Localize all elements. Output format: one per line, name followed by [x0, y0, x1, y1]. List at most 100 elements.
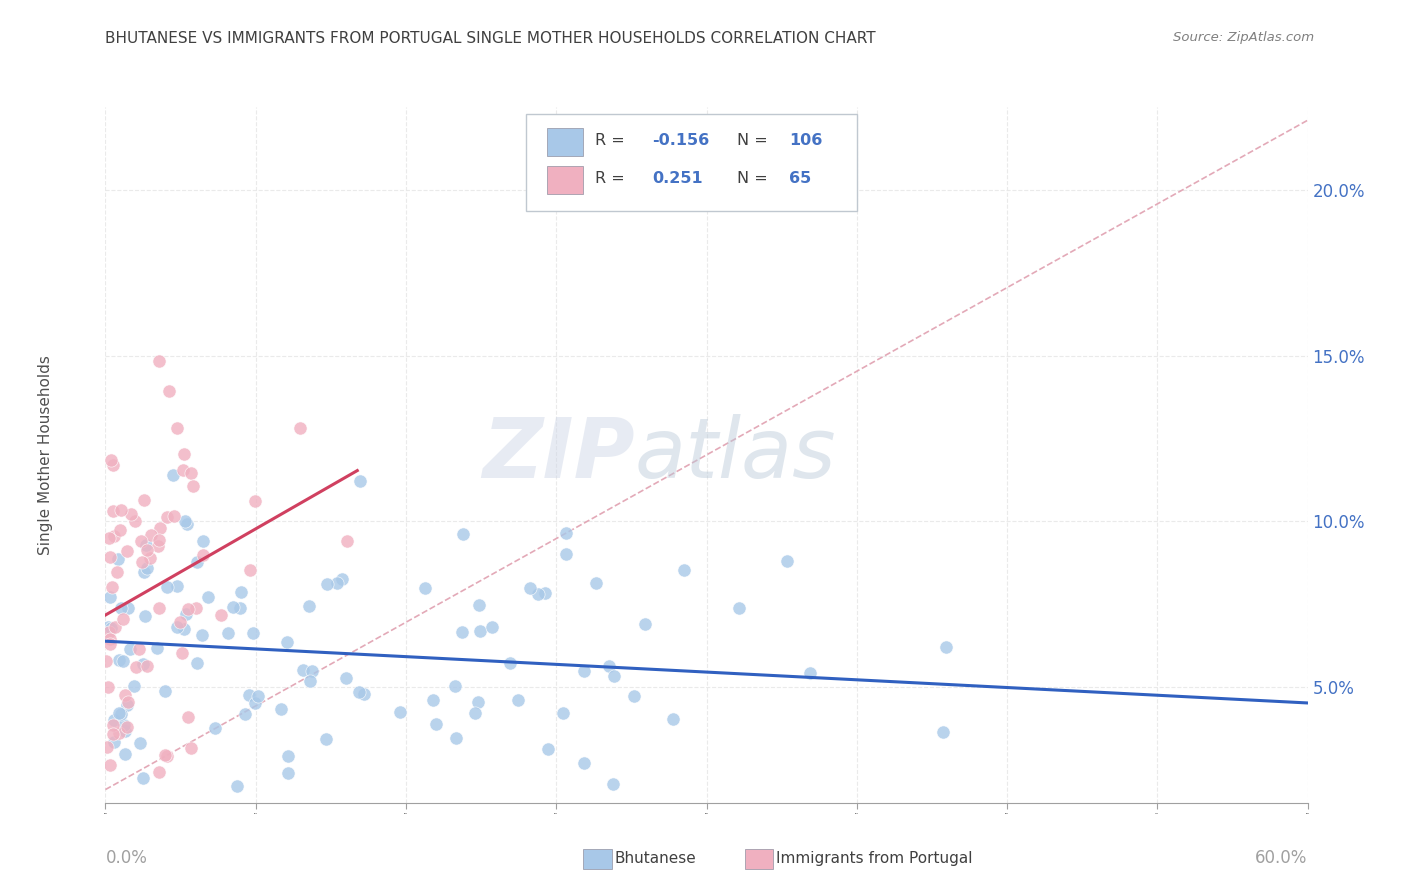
Point — [163, 508, 186, 523]
Point — [349, 474, 371, 488]
Point — [225, 779, 247, 793]
Point — [153, 683, 176, 698]
Text: 0.251: 0.251 — [652, 171, 703, 186]
FancyBboxPatch shape — [547, 166, 582, 194]
Point — [534, 586, 557, 600]
Point — [166, 620, 188, 634]
Text: Bhutanese: Bhutanese — [614, 851, 696, 865]
Point — [139, 528, 162, 542]
Point — [172, 463, 194, 477]
Point — [177, 602, 200, 616]
Point — [112, 654, 135, 668]
Text: N =: N = — [737, 171, 772, 186]
Point — [603, 669, 626, 683]
Point — [103, 529, 125, 543]
Point — [243, 696, 266, 710]
Point — [105, 565, 128, 579]
Point — [422, 692, 444, 706]
Point — [554, 526, 576, 541]
Point — [499, 656, 522, 670]
Point — [112, 718, 135, 732]
Point — [162, 467, 184, 482]
Point — [228, 601, 250, 615]
Point — [173, 447, 195, 461]
Point — [114, 747, 136, 761]
Point — [129, 534, 152, 549]
Point — [148, 539, 170, 553]
Point — [98, 757, 121, 772]
Point — [124, 660, 146, 674]
Point — [110, 503, 132, 517]
Point — [519, 581, 541, 595]
Point — [180, 740, 202, 755]
Point — [574, 664, 596, 678]
Point — [146, 640, 169, 655]
Point — [131, 772, 153, 786]
Point — [315, 731, 337, 746]
Point — [124, 514, 146, 528]
Point — [292, 663, 315, 677]
Point — [389, 705, 412, 719]
Point — [153, 748, 176, 763]
Point — [100, 453, 122, 467]
Point — [148, 764, 170, 779]
Point — [245, 494, 267, 508]
Point — [634, 617, 657, 632]
Point — [148, 353, 170, 368]
Text: BHUTANESE VS IMMIGRANTS FROM PORTUGAL SINGLE MOTHER HOUSEHOLDS CORRELATION CHART: BHUTANESE VS IMMIGRANTS FROM PORTUGAL SI… — [105, 31, 876, 46]
Point — [110, 707, 132, 722]
Point — [301, 664, 323, 678]
Point — [193, 548, 215, 562]
Point — [623, 690, 645, 704]
Text: Immigrants from Portugal: Immigrants from Portugal — [776, 851, 973, 865]
Point — [335, 672, 357, 686]
Point — [136, 561, 159, 575]
Point — [451, 527, 474, 541]
Point — [115, 720, 138, 734]
Point — [598, 659, 620, 673]
Point — [100, 580, 122, 594]
Text: -0.156: -0.156 — [652, 133, 710, 148]
Point — [181, 479, 204, 493]
Point — [129, 736, 152, 750]
Point — [98, 549, 121, 564]
Point — [148, 533, 170, 548]
Point — [229, 585, 252, 599]
Point — [728, 601, 751, 615]
Point — [139, 551, 162, 566]
Point — [537, 742, 560, 756]
Point — [107, 551, 129, 566]
Point — [96, 654, 118, 668]
Point — [662, 712, 685, 726]
Point — [174, 607, 197, 622]
Point — [572, 756, 595, 770]
Point — [242, 626, 264, 640]
Point — [347, 685, 370, 699]
Point — [277, 766, 299, 780]
Point — [191, 533, 214, 548]
Point — [931, 725, 953, 739]
Text: 65: 65 — [789, 171, 811, 186]
Point — [156, 581, 179, 595]
Point — [156, 748, 179, 763]
Point — [157, 384, 180, 398]
Point — [132, 492, 155, 507]
Point — [100, 621, 122, 635]
Point — [186, 555, 208, 569]
Point — [276, 634, 298, 648]
Point — [336, 534, 359, 549]
Point — [115, 698, 138, 713]
Point — [107, 725, 129, 739]
Point — [315, 577, 337, 591]
Text: 0.0%: 0.0% — [105, 849, 148, 867]
Point — [122, 679, 145, 693]
Point — [103, 713, 125, 727]
Point — [148, 601, 170, 615]
Point — [177, 710, 200, 724]
Point — [136, 543, 159, 558]
Point — [108, 523, 131, 537]
Point — [290, 421, 312, 435]
Point — [107, 653, 129, 667]
Point — [197, 590, 219, 604]
Point — [186, 656, 208, 670]
